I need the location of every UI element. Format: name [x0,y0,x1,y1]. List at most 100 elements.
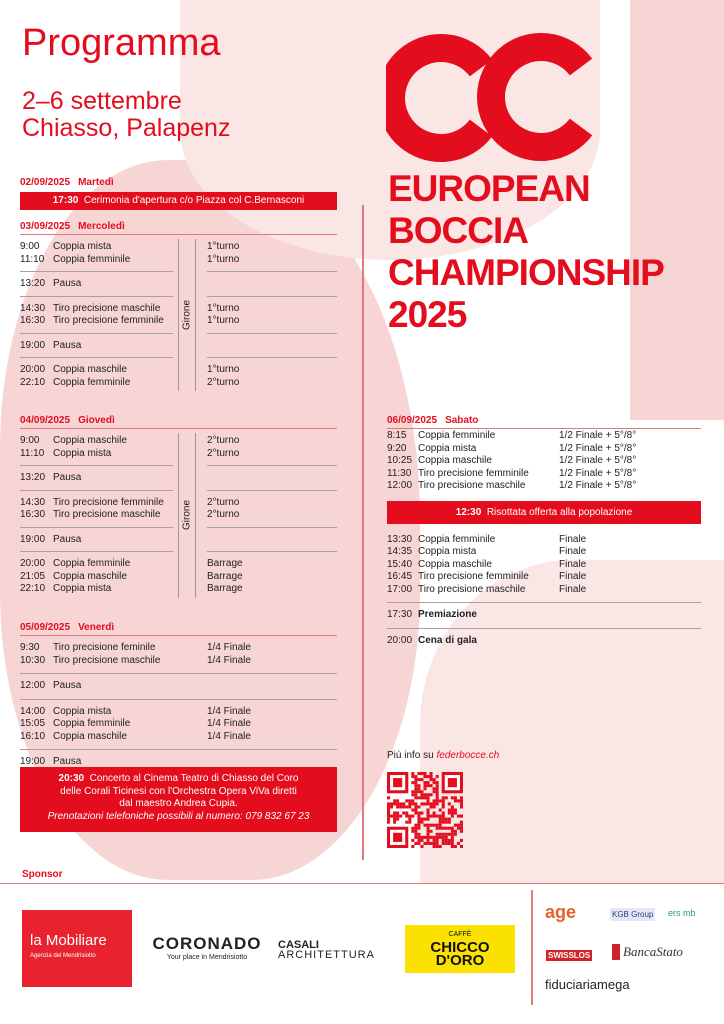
schedule-row: 14:30 Tiro precisione femminile 2°turno [20,497,337,510]
sponsor-chicco-doro[interactable]: CAFFÈ CHICCO D'ORO [405,925,515,973]
page-title: Programma [22,22,221,64]
sponsor-name: CASALI [278,939,319,951]
schedule-row: 22:10 Coppia mista Barrage [20,583,337,596]
schedule-row: 15:05 Coppia femminile 1/4 Finale [20,718,337,731]
row-group: 12:00 Pausa [20,674,337,700]
federbocce-link[interactable]: federbocce.ch [436,750,500,761]
row-group: 9:00 Coppia maschile 2°turno 11:10 Coppia mi… [20,429,337,466]
row-round: Finale [559,533,587,545]
row-activity: Coppia maschile [418,455,492,466]
sponsor-fiduciariamega[interactable]: fiduciariamega [545,977,630,992]
schedule-row: 12:00 Pausa [20,680,337,693]
schedule-row: 10:25 Coppia maschile 1/2 Finale + 5°/8° [387,455,701,468]
row-round: 1°turno [207,253,240,265]
schedule-row: 19:00 Pausa [20,534,337,547]
row-round: 1/2 Finale + 5°/8° [559,442,637,454]
column-divider [362,205,364,860]
row-round: 1/2 Finale + 5°/8° [559,467,637,479]
row-round: Barrage [207,583,243,594]
schedule-row: 14:30 Tiro precisione maschile 1°turno [20,303,337,316]
divider [207,357,337,358]
row-activity: Coppia maschile [418,558,492,570]
row-group: 13:20 Pausa [20,466,337,491]
risottata-box: 12:30 Risottata offerta alla popolazione [387,500,701,524]
row-activity: Coppia femminile [418,533,496,545]
row-group: 19:00 Pausa [20,750,337,775]
bg-shape [0,160,420,880]
row-round: 1/4 Finale [207,730,251,742]
row-activity: Tiro precisione maschile [418,583,526,595]
girone-column: Girone [178,239,196,391]
row-activity: Coppia maschile [53,364,127,375]
sponsor-tagline: CAFFÈ [448,931,472,938]
event-text: Cerimonia d'apertura c/o Piazza col C.Be… [83,195,305,206]
row-round: 2°turno [207,376,240,388]
schedule-row: 16:30 Tiro precisione femminile 1°turno [20,315,337,328]
concert-text: delle Corali Ticinesi con l'Orchestra Op… [60,785,297,797]
sponsor-kgb[interactable]: KGB Group [610,908,656,921]
schedule-row: 11:30 Tiro precisione femminile 1/2 Finale… [387,468,701,481]
qr-code-icon[interactable] [387,772,463,848]
schedule-row: 12:00 Tiro precisione maschile 1/2 Finale … [387,480,701,493]
brand-line: CHAMPIONSHIP [388,252,665,293]
row-time: 16:30 [20,315,46,326]
bg-shape [630,0,724,420]
schedule-table: 9:00 Coppia maschile 2°turno 11:10 Coppia mi… [20,429,337,602]
schedule-row: 19:00 Pausa [20,340,337,353]
schedule-row: 20:00 Coppia femminile Barrage [20,558,337,571]
row-activity: Coppia mista [418,442,477,454]
row-group: 17:30 Premiazione [387,603,701,629]
day-saturday: 06/09/2025 Sabato 8:15 Coppia femminile 1/2 … [387,415,701,653]
row-time: 9:20 [387,442,407,454]
lunch-text: Risottata offerta alla popolazione [486,506,633,518]
row-time: 11:10 [20,447,45,459]
divider [20,489,173,491]
event-place: Chiasso, Palapenz [22,114,231,142]
row-activity: Coppia mista [53,583,112,594]
concert-text: dal maestro Andrea Cupia. [119,798,238,809]
row-activity: Coppia femminile [53,558,131,569]
row-activity: Coppia mista [53,447,112,459]
row-time: 8:15 [387,430,407,441]
sponsor-divider [531,890,533,1005]
day-name: Mercoledì [78,221,125,232]
sponsor-tagline: ARCHITETTURA [278,949,375,961]
row-round: 1°turno [207,302,240,314]
row-activity: Pausa [53,533,82,545]
row-activity: Pausa [53,472,82,483]
sponsor-ersmb[interactable]: ers mb [668,908,696,918]
schedule-row: 16:10 Coppia maschile 1/4 Finale [20,731,337,744]
sponsor-bancastato[interactable]: BancaStato [612,944,683,960]
sponsor-casali[interactable]: CASALI ARCHITETTURA [278,939,375,961]
event-time: 17:30 [52,195,79,206]
row-round: 1/2 Finale + 5°/8° [559,480,637,491]
sponsor-tagline: Your place in Mendrisiotto [166,954,248,961]
row-activity: Tiro precisione maschile [53,302,161,314]
row-activity: Tiro precisione maschile [53,654,161,666]
row-round: Barrage [207,570,243,582]
sponsor-age[interactable]: age [545,902,577,922]
row-group: 14:30 Tiro precisione maschile 1°turno 16:3… [20,297,337,334]
row-group: 14:30 Tiro precisione femminile 2°turno 16:… [20,491,337,528]
sponsor-coronado[interactable]: CORONADO Your place in Mendrisiotto [152,934,262,961]
row-time: 17:30 [387,609,413,620]
row-activity: Coppia femminile [53,253,131,265]
row-round: 1/2 Finale + 5°/8° [559,430,637,441]
divider [207,465,337,466]
row-activity: Pausa [53,278,82,289]
row-round: 1/4 Finale [207,642,251,653]
schedule-row: 13:20 Pausa [20,472,337,485]
row-activity: Tiro precisione femminile [418,571,529,582]
brand-line: BOCCIA [388,210,529,251]
concert-note: Prenotazioni telefoniche possibili al nu… [47,810,310,822]
row-time: 11:10 [20,253,45,265]
schedule-row: 13:20 Pausa [20,278,337,291]
schedule-row: 16:45 Tiro precisione femminile Finale [387,571,701,584]
row-group: 19:00 Pausa [20,334,337,358]
day-friday: 05/09/2025 Venerdì 9:30 Tiro precisione fem… [20,622,337,775]
sponsor-mobiliare[interactable]: la Mobiliare Agenzia del Mendrisiotto [22,910,132,987]
day-name: Sabato [445,415,479,426]
sponsor-swisslos[interactable]: SWISSLOS [546,950,593,961]
event-subtitle: 2–6 settembre Chiasso, Palapenz [22,88,230,142]
schedule-row: 9:00 Coppia mista 1°turno [20,241,337,254]
